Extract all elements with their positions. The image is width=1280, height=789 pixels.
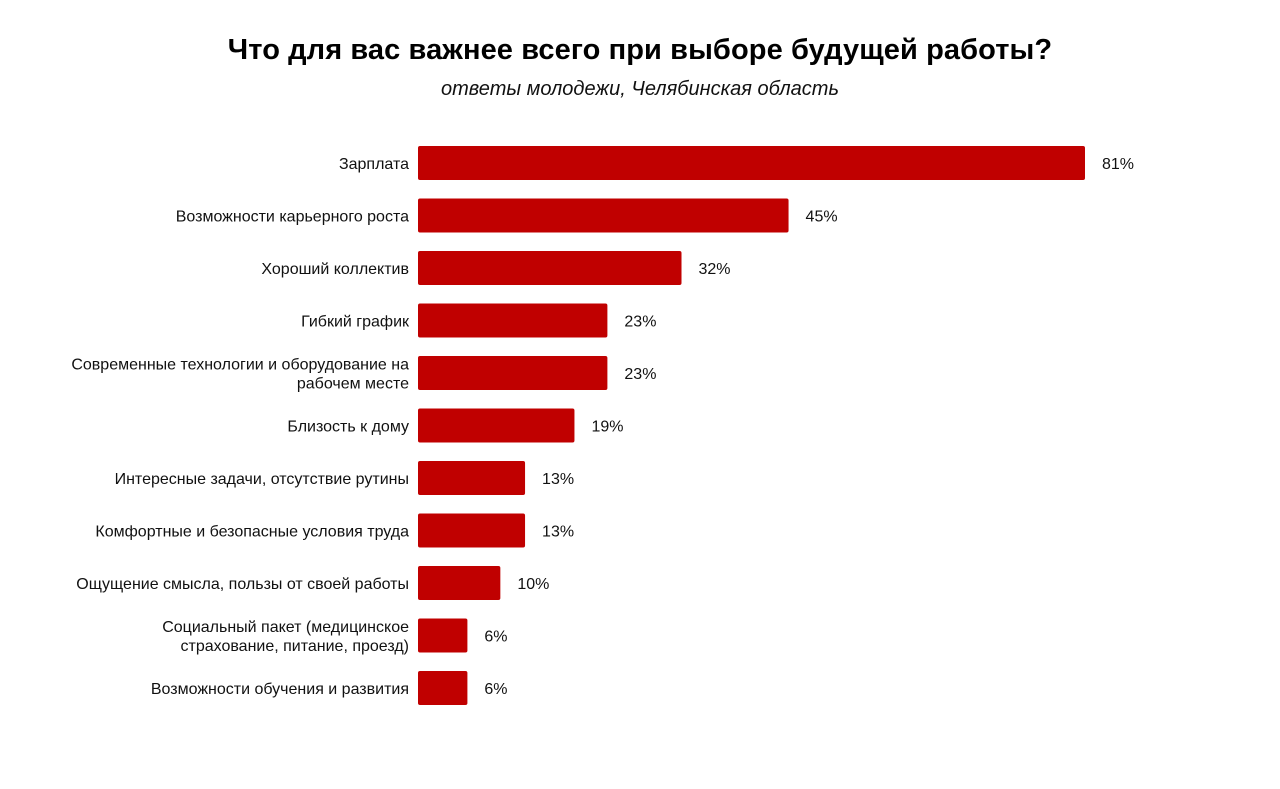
category-label-line: рабочем месте bbox=[297, 376, 409, 393]
bar bbox=[418, 146, 1085, 180]
category-label-line: Гибкий график bbox=[301, 314, 410, 331]
bar bbox=[418, 198, 789, 233]
category-label: Возможности карьерного роста bbox=[176, 209, 409, 226]
category-label-line: Социальный пакет (медицинское bbox=[162, 619, 409, 636]
value-label: 19% bbox=[591, 419, 623, 436]
category-label: Возможности обучения и развития bbox=[151, 681, 409, 698]
category-label-line: Ощущение смысла, пользы от своей работы bbox=[76, 576, 409, 593]
value-label: 23% bbox=[624, 314, 656, 331]
category-label-line: Возможности обучения и развития bbox=[151, 681, 409, 698]
value-label: 32% bbox=[699, 261, 731, 278]
chart-title: Что для вас важнее всего при выборе буду… bbox=[227, 34, 1053, 66]
category-label: Близость к дому bbox=[287, 419, 409, 436]
bar bbox=[418, 251, 682, 285]
category-label: Ощущение смысла, пользы от своей работы bbox=[76, 576, 409, 593]
category-label-line: Зарплата bbox=[339, 156, 409, 173]
category-label-line: Хороший коллектив bbox=[261, 261, 409, 278]
bar bbox=[418, 671, 468, 705]
value-label: 13% bbox=[542, 471, 574, 488]
category-label-line: Возможности карьерного роста bbox=[176, 209, 409, 226]
category-label-line: Интересные задачи, отсутствие рутины bbox=[115, 471, 409, 488]
value-label: 13% bbox=[542, 524, 574, 541]
category-label: Хороший коллектив bbox=[261, 261, 409, 278]
bar bbox=[418, 618, 468, 653]
category-label-line: страхование, питание, проезд) bbox=[181, 638, 410, 655]
category-label: Комфортные и безопасные условия труда bbox=[95, 524, 409, 541]
bar bbox=[418, 461, 526, 495]
bar bbox=[418, 408, 575, 443]
bar bbox=[418, 356, 608, 390]
category-label: Зарплата bbox=[339, 156, 409, 173]
category-label: Современные технологии и оборудование на… bbox=[71, 357, 409, 393]
bar bbox=[418, 566, 501, 600]
chart-subtitle: ответы молодежи, Челябинская область bbox=[441, 78, 839, 100]
category-label-line: Близость к дому bbox=[287, 419, 409, 436]
value-label: 6% bbox=[484, 681, 507, 698]
category-label: Гибкий график bbox=[301, 314, 410, 331]
category-label: Социальный пакет (медицинское страхование… bbox=[162, 619, 409, 655]
value-label: 6% bbox=[484, 629, 507, 646]
bar bbox=[418, 513, 526, 548]
category-label-line: Комфортные и безопасные условия труда bbox=[95, 524, 409, 541]
category-label: Интересные задачи, отсутствие рутины bbox=[115, 471, 409, 488]
value-label: 45% bbox=[806, 209, 838, 226]
category-label-line: Современные технологии и оборудование на bbox=[71, 357, 409, 374]
value-label: 10% bbox=[517, 576, 549, 593]
value-label: 81% bbox=[1102, 156, 1134, 173]
bar bbox=[418, 303, 608, 338]
value-label: 23% bbox=[624, 366, 656, 383]
